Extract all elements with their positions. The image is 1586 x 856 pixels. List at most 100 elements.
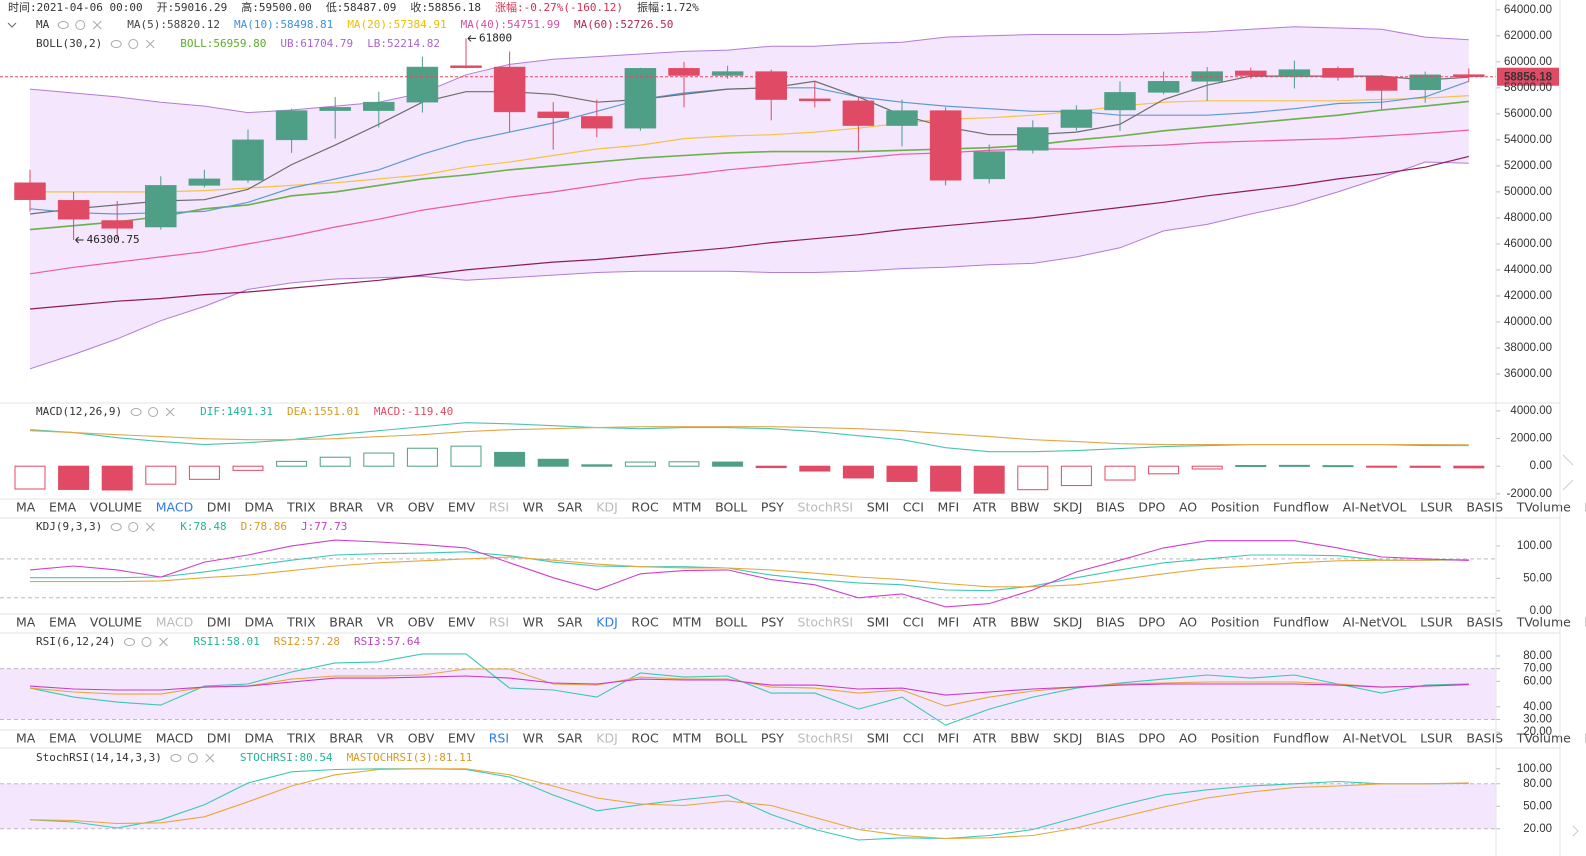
close-icon[interactable] (145, 39, 155, 49)
indicator-tab[interactable]: OBV (408, 615, 435, 630)
indicator-tab[interactable]: DPO (1138, 500, 1165, 515)
indicator-tab[interactable]: SMI (867, 500, 889, 515)
indicator-tab[interactable]: ATR (973, 615, 997, 630)
indicator-tab[interactable]: SKDJ (1053, 500, 1082, 515)
close-icon[interactable] (205, 753, 215, 763)
indicator-tab[interactable]: SAR (557, 500, 583, 515)
indicator-tab[interactable]: DPO (1138, 615, 1165, 630)
indicator-tab[interactable]: TRIX (286, 731, 316, 746)
close-icon[interactable] (159, 637, 168, 647)
indicator-tab[interactable]: MFI (937, 500, 959, 515)
indicator-tab[interactable]: KDJ (596, 731, 618, 746)
indicator-tab[interactable]: OBV (408, 731, 435, 746)
indicator-tab[interactable]: BASIS (1466, 731, 1503, 746)
indicator-tab[interactable]: FTBS (1584, 731, 1586, 746)
indicator-tab[interactable]: TRIX (286, 615, 316, 630)
indicator-tab[interactable]: FTBS (1584, 500, 1586, 515)
indicator-tab[interactable]: SAR (557, 615, 583, 630)
indicator-tab[interactable]: SKDJ (1053, 615, 1082, 630)
indicator-tab[interactable]: DMA (245, 500, 274, 515)
indicator-tab[interactable]: BBW (1010, 615, 1039, 630)
settings-icon[interactable] (75, 20, 86, 30)
indicator-tab[interactable]: EMA (49, 500, 77, 515)
indicator-tab[interactable]: TVolume (1516, 731, 1571, 746)
indicator-tab[interactable]: CCI (903, 615, 924, 630)
indicator-tab[interactable]: LSUR (1420, 731, 1453, 746)
indicator-tab[interactable]: CCI (903, 500, 924, 515)
indicator-tab[interactable]: WR (523, 615, 544, 630)
indicator-tab[interactable]: Position (1211, 500, 1260, 515)
indicator-tab[interactable]: PSY (761, 731, 784, 746)
settings-icon[interactable] (128, 39, 139, 49)
indicator-tab[interactable]: SAR (557, 731, 583, 746)
indicator-tab[interactable]: VR (377, 731, 395, 746)
close-icon[interactable] (165, 407, 175, 417)
indicator-tab[interactable]: ATR (973, 500, 997, 515)
settings-icon[interactable] (148, 407, 159, 417)
indicator-tab[interactable]: BASIS (1466, 500, 1503, 515)
indicator-tab[interactable]: RSI (489, 615, 509, 630)
indicator-tab[interactable]: EMA (49, 615, 77, 630)
indicator-tab[interactable]: ATR (973, 731, 997, 746)
indicator-tab[interactable]: LSUR (1420, 500, 1453, 515)
indicator-tab[interactable]: BASIS (1466, 615, 1503, 630)
indicator-tab[interactable]: Fundflow (1273, 500, 1329, 515)
visibility-icon[interactable] (110, 40, 122, 48)
indicator-tab[interactable]: RSI (489, 731, 509, 746)
indicator-tab[interactable]: StochRSI (798, 731, 854, 746)
indicator-tab[interactable]: BOLL (715, 615, 747, 630)
indicator-tab[interactable]: BIAS (1096, 731, 1125, 746)
indicator-tab[interactable]: DPO (1138, 731, 1165, 746)
indicator-tab[interactable]: TVolume (1516, 500, 1571, 515)
indicator-tab[interactable]: MTM (672, 615, 701, 630)
close-icon[interactable] (92, 20, 102, 30)
indicator-tab[interactable]: EMV (448, 615, 476, 630)
indicator-tab[interactable]: Fundflow (1273, 731, 1329, 746)
indicator-tab[interactable]: MFI (937, 731, 959, 746)
indicator-tab[interactable]: VR (377, 615, 395, 630)
indicator-tab[interactable]: Position (1211, 615, 1260, 630)
visibility-icon[interactable] (170, 754, 182, 762)
indicator-tab[interactable]: MACD (156, 615, 193, 630)
indicator-tab[interactable]: BOLL (715, 731, 747, 746)
indicator-tab[interactable]: VOLUME (90, 615, 142, 630)
indicator-tab[interactable]: MTM (672, 731, 701, 746)
indicator-tab[interactable]: AO (1179, 615, 1197, 630)
visibility-icon[interactable] (57, 21, 69, 29)
indicator-tab[interactable]: MA (16, 731, 36, 746)
indicator-tab[interactable]: WR (523, 731, 544, 746)
indicator-tab[interactable]: AI-NetVOL (1343, 731, 1407, 746)
indicator-tab[interactable]: BRAR (329, 731, 363, 746)
indicator-tab[interactable]: StochRSI (798, 615, 854, 630)
indicator-tab[interactable]: BRAR (329, 615, 363, 630)
indicator-tab[interactable]: RSI (489, 500, 509, 515)
visibility-icon[interactable] (130, 408, 142, 416)
indicator-tab[interactable]: ROC (631, 731, 659, 746)
scroll-chevron[interactable] (1562, 454, 1579, 837)
indicator-tab[interactable]: AI-NetVOL (1343, 500, 1407, 515)
settings-icon[interactable] (187, 753, 198, 763)
indicator-tab[interactable]: Position (1211, 731, 1260, 746)
indicator-tab[interactable]: VOLUME (90, 500, 142, 515)
indicator-tab[interactable]: TRIX (286, 500, 316, 515)
indicator-tab[interactable]: KDJ (596, 615, 618, 630)
indicator-tab[interactable]: DMA (245, 615, 274, 630)
indicator-tab[interactable]: EMA (49, 731, 77, 746)
settings-icon[interactable] (141, 637, 152, 647)
indicator-tab[interactable]: BOLL (715, 500, 747, 515)
indicator-tab[interactable]: OBV (408, 500, 435, 515)
indicator-tab[interactable]: FTBS (1584, 615, 1586, 630)
indicator-tab[interactable]: DMA (245, 731, 274, 746)
indicator-tab[interactable]: EMV (448, 731, 476, 746)
indicator-tab[interactable]: PSY (761, 615, 784, 630)
indicator-tab[interactable]: BRAR (329, 500, 363, 515)
indicator-tab[interactable]: CCI (903, 731, 924, 746)
indicator-tab[interactable]: DMI (207, 731, 231, 746)
indicator-tab[interactable]: TVolume (1516, 615, 1571, 630)
settings-icon[interactable] (128, 522, 139, 532)
indicator-tab[interactable]: StochRSI (798, 500, 854, 515)
indicator-tab[interactable]: BIAS (1096, 500, 1125, 515)
indicator-tab[interactable]: Fundflow (1273, 615, 1329, 630)
indicator-tab[interactable]: AO (1179, 500, 1197, 515)
indicator-tab[interactable]: VOLUME (90, 731, 142, 746)
